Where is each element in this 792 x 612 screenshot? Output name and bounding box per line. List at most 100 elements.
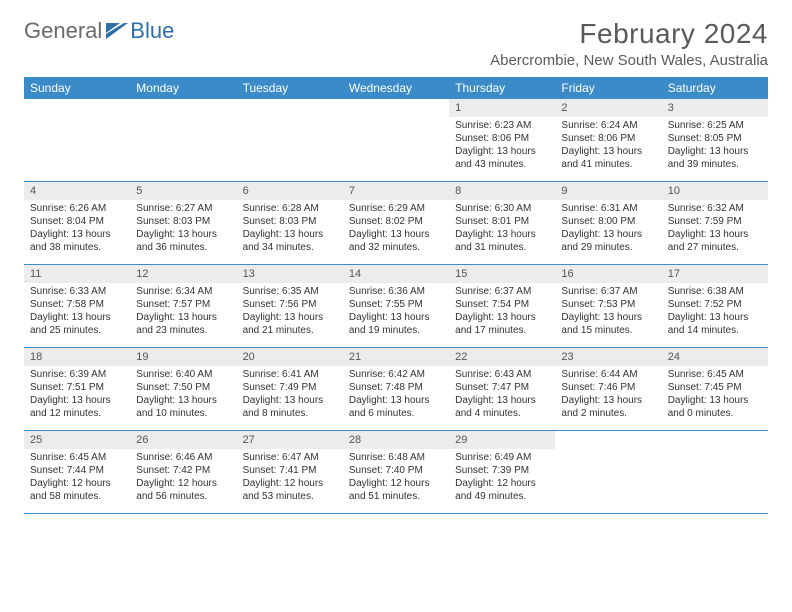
day-cell: 15Sunrise: 6:37 AMSunset: 7:54 PMDayligh… xyxy=(449,265,555,347)
dow-cell: Thursday xyxy=(449,77,555,99)
day-number: 9 xyxy=(555,182,661,200)
day-cell: 29Sunrise: 6:49 AMSunset: 7:39 PMDayligh… xyxy=(449,431,555,513)
day-number xyxy=(130,99,236,117)
week-row: 18Sunrise: 6:39 AMSunset: 7:51 PMDayligh… xyxy=(24,348,768,431)
title-block: February 2024 Abercrombie, New South Wal… xyxy=(490,18,768,69)
day-cell: 1Sunrise: 6:23 AMSunset: 8:06 PMDaylight… xyxy=(449,99,555,181)
sunrise-text: Sunrise: 6:43 AM xyxy=(455,368,549,381)
dow-cell: Monday xyxy=(130,77,236,99)
daylight-text: Daylight: 13 hours and 38 minutes. xyxy=(30,228,124,254)
month-title: February 2024 xyxy=(490,18,768,50)
sunrise-text: Sunrise: 6:23 AM xyxy=(455,119,549,132)
logo-text-blue: Blue xyxy=(130,18,174,44)
day-body: Sunrise: 6:38 AMSunset: 7:52 PMDaylight:… xyxy=(662,283,768,341)
sunrise-text: Sunrise: 6:44 AM xyxy=(561,368,655,381)
calendar-document: General Blue February 2024 Abercrombie, … xyxy=(0,0,792,514)
day-body: Sunrise: 6:23 AMSunset: 8:06 PMDaylight:… xyxy=(449,117,555,175)
day-number xyxy=(24,99,130,117)
daylight-text: Daylight: 13 hours and 10 minutes. xyxy=(136,394,230,420)
day-body: Sunrise: 6:24 AMSunset: 8:06 PMDaylight:… xyxy=(555,117,661,175)
sunset-text: Sunset: 8:04 PM xyxy=(30,215,124,228)
day-body: Sunrise: 6:29 AMSunset: 8:02 PMDaylight:… xyxy=(343,200,449,258)
sunset-text: Sunset: 7:57 PM xyxy=(136,298,230,311)
day-body: Sunrise: 6:32 AMSunset: 7:59 PMDaylight:… xyxy=(662,200,768,258)
sunset-text: Sunset: 7:54 PM xyxy=(455,298,549,311)
sunrise-text: Sunrise: 6:49 AM xyxy=(455,451,549,464)
daylight-text: Daylight: 13 hours and 21 minutes. xyxy=(243,311,337,337)
daylight-text: Daylight: 12 hours and 58 minutes. xyxy=(30,477,124,503)
day-body: Sunrise: 6:43 AMSunset: 7:47 PMDaylight:… xyxy=(449,366,555,424)
sunrise-text: Sunrise: 6:37 AM xyxy=(455,285,549,298)
day-number: 17 xyxy=(662,265,768,283)
day-cell: 4Sunrise: 6:26 AMSunset: 8:04 PMDaylight… xyxy=(24,182,130,264)
day-cell: 27Sunrise: 6:47 AMSunset: 7:41 PMDayligh… xyxy=(237,431,343,513)
day-body: Sunrise: 6:37 AMSunset: 7:54 PMDaylight:… xyxy=(449,283,555,341)
sunrise-text: Sunrise: 6:32 AM xyxy=(668,202,762,215)
day-body: Sunrise: 6:49 AMSunset: 7:39 PMDaylight:… xyxy=(449,449,555,507)
day-cell xyxy=(343,99,449,181)
day-number: 14 xyxy=(343,265,449,283)
sunrise-text: Sunrise: 6:27 AM xyxy=(136,202,230,215)
day-number xyxy=(237,99,343,117)
sunrise-text: Sunrise: 6:24 AM xyxy=(561,119,655,132)
day-body: Sunrise: 6:27 AMSunset: 8:03 PMDaylight:… xyxy=(130,200,236,258)
day-number: 28 xyxy=(343,431,449,449)
day-cell: 21Sunrise: 6:42 AMSunset: 7:48 PMDayligh… xyxy=(343,348,449,430)
daylight-text: Daylight: 13 hours and 29 minutes. xyxy=(561,228,655,254)
day-cell: 6Sunrise: 6:28 AMSunset: 8:03 PMDaylight… xyxy=(237,182,343,264)
daylight-text: Daylight: 13 hours and 15 minutes. xyxy=(561,311,655,337)
sunset-text: Sunset: 7:49 PM xyxy=(243,381,337,394)
day-cell: 16Sunrise: 6:37 AMSunset: 7:53 PMDayligh… xyxy=(555,265,661,347)
day-body: Sunrise: 6:37 AMSunset: 7:53 PMDaylight:… xyxy=(555,283,661,341)
day-cell: 22Sunrise: 6:43 AMSunset: 7:47 PMDayligh… xyxy=(449,348,555,430)
day-number: 8 xyxy=(449,182,555,200)
sunset-text: Sunset: 7:41 PM xyxy=(243,464,337,477)
sunset-text: Sunset: 7:42 PM xyxy=(136,464,230,477)
day-number: 11 xyxy=(24,265,130,283)
sunrise-text: Sunrise: 6:42 AM xyxy=(349,368,443,381)
day-number: 5 xyxy=(130,182,236,200)
week-row: 25Sunrise: 6:45 AMSunset: 7:44 PMDayligh… xyxy=(24,431,768,514)
daylight-text: Daylight: 13 hours and 34 minutes. xyxy=(243,228,337,254)
day-number: 23 xyxy=(555,348,661,366)
day-body: Sunrise: 6:45 AMSunset: 7:44 PMDaylight:… xyxy=(24,449,130,507)
day-body: Sunrise: 6:41 AMSunset: 7:49 PMDaylight:… xyxy=(237,366,343,424)
daylight-text: Daylight: 12 hours and 51 minutes. xyxy=(349,477,443,503)
sunset-text: Sunset: 7:51 PM xyxy=(30,381,124,394)
day-cell: 18Sunrise: 6:39 AMSunset: 7:51 PMDayligh… xyxy=(24,348,130,430)
day-of-week-header: SundayMondayTuesdayWednesdayThursdayFrid… xyxy=(24,77,768,99)
sunset-text: Sunset: 7:55 PM xyxy=(349,298,443,311)
day-number: 21 xyxy=(343,348,449,366)
daylight-text: Daylight: 13 hours and 2 minutes. xyxy=(561,394,655,420)
day-body: Sunrise: 6:34 AMSunset: 7:57 PMDaylight:… xyxy=(130,283,236,341)
dow-cell: Friday xyxy=(555,77,661,99)
day-cell: 14Sunrise: 6:36 AMSunset: 7:55 PMDayligh… xyxy=(343,265,449,347)
sunrise-text: Sunrise: 6:29 AM xyxy=(349,202,443,215)
day-number xyxy=(343,99,449,117)
sunset-text: Sunset: 7:46 PM xyxy=(561,381,655,394)
dow-cell: Wednesday xyxy=(343,77,449,99)
sunrise-text: Sunrise: 6:30 AM xyxy=(455,202,549,215)
daylight-text: Daylight: 13 hours and 4 minutes. xyxy=(455,394,549,420)
day-number: 26 xyxy=(130,431,236,449)
daylight-text: Daylight: 13 hours and 25 minutes. xyxy=(30,311,124,337)
day-number: 16 xyxy=(555,265,661,283)
day-body: Sunrise: 6:39 AMSunset: 7:51 PMDaylight:… xyxy=(24,366,130,424)
day-body: Sunrise: 6:26 AMSunset: 8:04 PMDaylight:… xyxy=(24,200,130,258)
day-cell: 5Sunrise: 6:27 AMSunset: 8:03 PMDaylight… xyxy=(130,182,236,264)
day-body: Sunrise: 6:40 AMSunset: 7:50 PMDaylight:… xyxy=(130,366,236,424)
daylight-text: Daylight: 12 hours and 56 minutes. xyxy=(136,477,230,503)
day-number: 27 xyxy=(237,431,343,449)
sunset-text: Sunset: 7:44 PM xyxy=(30,464,124,477)
day-number xyxy=(555,431,661,449)
day-body: Sunrise: 6:48 AMSunset: 7:40 PMDaylight:… xyxy=(343,449,449,507)
day-body: Sunrise: 6:46 AMSunset: 7:42 PMDaylight:… xyxy=(130,449,236,507)
day-cell: 13Sunrise: 6:35 AMSunset: 7:56 PMDayligh… xyxy=(237,265,343,347)
daylight-text: Daylight: 13 hours and 39 minutes. xyxy=(668,145,762,171)
day-number: 29 xyxy=(449,431,555,449)
sunset-text: Sunset: 7:48 PM xyxy=(349,381,443,394)
day-number xyxy=(662,431,768,449)
day-body: Sunrise: 6:28 AMSunset: 8:03 PMDaylight:… xyxy=(237,200,343,258)
sunset-text: Sunset: 7:52 PM xyxy=(668,298,762,311)
daylight-text: Daylight: 13 hours and 32 minutes. xyxy=(349,228,443,254)
